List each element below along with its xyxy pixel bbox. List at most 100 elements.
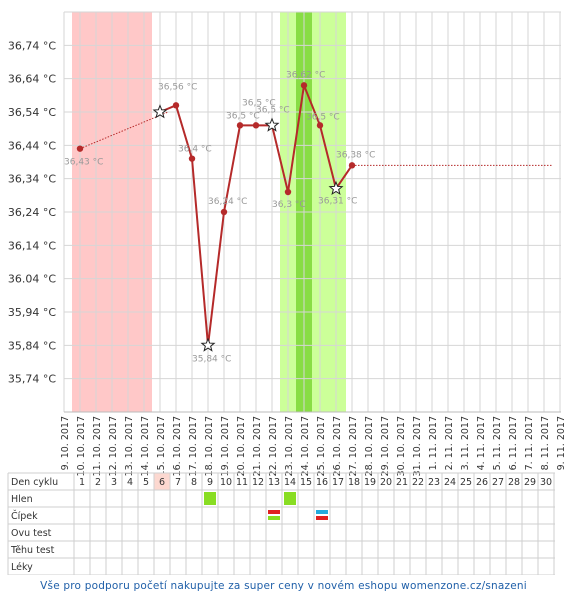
x-tick-label: 4. 11. 2017 bbox=[476, 416, 487, 470]
table-row-label: Čípek bbox=[11, 510, 38, 522]
cycle-day-number: 16 bbox=[316, 477, 328, 488]
data-label: 35,84 °C bbox=[192, 354, 231, 364]
x-tick-label: 29. 10. 2017 bbox=[380, 416, 391, 476]
data-point bbox=[220, 208, 228, 216]
table-row-label: Den cyklu bbox=[11, 477, 58, 488]
x-tick-label: 9. 11. 2017 bbox=[556, 416, 567, 470]
x-tick-label: 8. 11. 2017 bbox=[540, 416, 551, 470]
x-tick-label: 19. 10. 2017 bbox=[220, 416, 231, 476]
data-label: 36,24 °C bbox=[208, 197, 247, 207]
cycle-day-number: 22 bbox=[412, 477, 424, 488]
x-tick-label: 20. 10. 2017 bbox=[236, 416, 247, 476]
data-label: 36,5 °C bbox=[226, 111, 260, 121]
x-tick-label: 24. 10. 2017 bbox=[300, 416, 311, 476]
cycle-day-number: 4 bbox=[127, 477, 133, 488]
y-tick-label: 36,14 °C bbox=[8, 239, 56, 252]
cycle-day-number: 7 bbox=[175, 477, 181, 488]
cycle-day-number: 29 bbox=[524, 477, 536, 488]
x-tick-label: 5. 11. 2017 bbox=[492, 416, 503, 470]
y-tick-label: 36.04 °C bbox=[8, 273, 56, 286]
x-tick-label: 26. 10. 2017 bbox=[332, 416, 343, 476]
x-tick-label: 15. 10. 2017 bbox=[156, 416, 167, 476]
data-label: 36,5 °C bbox=[256, 105, 290, 115]
y-tick-label: 36,24 °C bbox=[8, 206, 56, 219]
projection-line bbox=[79, 111, 169, 150]
cycle-day-number: 15 bbox=[300, 477, 312, 488]
data-point-star bbox=[328, 180, 344, 196]
x-tick-label: 17. 10. 2017 bbox=[188, 416, 199, 476]
data-point bbox=[284, 188, 292, 196]
data-label: 36,5 °C bbox=[306, 112, 340, 122]
highlight-day-cell bbox=[154, 473, 170, 490]
cycle-day-number: 6 bbox=[159, 477, 165, 488]
cycle-day-number: 17 bbox=[332, 477, 344, 488]
x-tick-label: 21. 10. 2017 bbox=[252, 416, 263, 476]
data-label: 36,38 °C bbox=[336, 150, 375, 160]
cycle-day-number: 28 bbox=[508, 477, 520, 488]
x-tick-label: 1. 11. 2017 bbox=[428, 416, 439, 470]
cycle-day-number: 8 bbox=[191, 477, 197, 488]
y-tick-label: 35,94 °C bbox=[8, 306, 56, 319]
x-tick-label: 13. 10. 2017 bbox=[124, 416, 135, 476]
data-point bbox=[252, 122, 260, 129]
temperature-chart: 36,74 °C 36,64 °C 36,54 °C 36,44 °C 36,34 °C… bbox=[7, 11, 567, 576]
x-tick-label: 22. 10. 2017 bbox=[268, 416, 279, 476]
x-tick-label: 9. 10. 2017 bbox=[60, 416, 71, 470]
y-tick-label: 36,54 °C bbox=[8, 106, 56, 119]
data-point bbox=[236, 122, 244, 129]
cycle-table: Den cyklu Hlen Čípek Ovu test Těhu test Léky 1… bbox=[7, 472, 555, 576]
table-row-label: Léky bbox=[11, 562, 33, 573]
table-row-label: Ovu test bbox=[11, 528, 52, 539]
x-tick-label: 23. 10. 2017 bbox=[284, 416, 295, 476]
x-tick-label: 28. 10. 2017 bbox=[364, 416, 375, 476]
x-tick-label: 7. 11. 2017 bbox=[524, 416, 535, 470]
eshop-promo-link[interactable]: Vše pro podporu početí nakupujte za supe… bbox=[40, 580, 527, 592]
x-tick-label: 27. 10. 2017 bbox=[348, 416, 359, 476]
x-tick-label: 14. 10. 2017 bbox=[140, 416, 151, 476]
data-point bbox=[316, 122, 324, 129]
cycle-day-number: 2 bbox=[95, 477, 101, 488]
data-point bbox=[300, 82, 308, 89]
data-point bbox=[188, 155, 196, 162]
cycle-day-number: 14 bbox=[284, 477, 296, 488]
y-tick-label: 35,74 °C bbox=[8, 373, 56, 386]
x-tick-label: 10. 10. 2017 bbox=[76, 416, 87, 476]
table-row-label: Hlen bbox=[11, 494, 33, 505]
x-tick-label: 30. 10. 2017 bbox=[396, 416, 407, 476]
y-axis-labels: 36,74 °C 36,64 °C 36,54 °C 36,44 °C 36,34 °C… bbox=[8, 39, 56, 385]
data-point-star bbox=[152, 104, 168, 119]
x-tick-label: 3. 11. 2017 bbox=[460, 416, 471, 470]
data-point-star bbox=[200, 337, 216, 352]
cycle-day-number: 13 bbox=[268, 477, 280, 488]
cycle-day-number: 12 bbox=[252, 477, 264, 488]
cycle-day-number: 11 bbox=[236, 477, 248, 488]
data-point bbox=[172, 102, 180, 109]
data-point-star bbox=[264, 117, 280, 132]
cipek-mark bbox=[268, 510, 280, 514]
cycle-day-number: 18 bbox=[348, 477, 360, 488]
y-tick-label: 36,74 °C bbox=[8, 39, 56, 52]
cycle-day-number: 1 bbox=[79, 477, 85, 488]
cycle-day-number: 3 bbox=[111, 477, 117, 488]
cycle-day-number: 9 bbox=[207, 477, 213, 488]
cycle-day-number: 20 bbox=[380, 477, 392, 488]
y-tick-label: 35,84 °C bbox=[8, 339, 56, 352]
table-row-label: Těhu test bbox=[10, 545, 55, 556]
data-label: 36,5 °C bbox=[242, 98, 276, 108]
y-tick-label: 36,64 °C bbox=[8, 73, 56, 86]
data-label: 36,62 °C bbox=[286, 70, 325, 80]
data-label: 36,4 °C bbox=[178, 145, 212, 155]
cycle-day-number: 26 bbox=[476, 477, 488, 488]
hlen-mark bbox=[204, 492, 216, 505]
x-tick-label: 25. 10. 2017 bbox=[316, 416, 327, 476]
cycle-day-number: 30 bbox=[540, 477, 552, 488]
data-label: 36,43 °C bbox=[64, 158, 103, 168]
cycle-day-number: 5 bbox=[143, 477, 149, 488]
x-tick-label: 31. 10. 2017 bbox=[412, 416, 423, 476]
cipek-mark bbox=[316, 510, 328, 514]
x-tick-label: 16. 10. 2017 bbox=[172, 416, 183, 476]
cycle-day-number: 21 bbox=[396, 477, 408, 488]
data-label: 36,31 °C bbox=[318, 197, 357, 207]
hlen-mark bbox=[284, 492, 296, 505]
